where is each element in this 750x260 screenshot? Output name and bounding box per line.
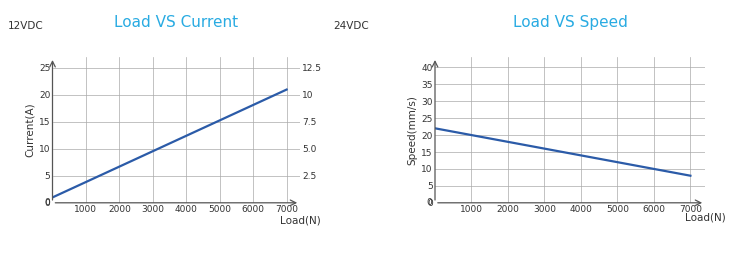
Text: Load(N): Load(N) (280, 215, 320, 225)
Text: 0: 0 (44, 198, 50, 207)
Title: Load VS Speed: Load VS Speed (512, 15, 628, 30)
Text: 24VDC: 24VDC (334, 21, 369, 31)
Y-axis label: Speed(mm/s): Speed(mm/s) (407, 95, 417, 165)
Title: Load VS Current: Load VS Current (114, 15, 238, 30)
Text: 12VDC: 12VDC (8, 21, 44, 31)
Text: 0: 0 (427, 198, 432, 207)
Text: Load(N): Load(N) (685, 212, 725, 222)
Y-axis label: Current(A): Current(A) (25, 103, 34, 157)
